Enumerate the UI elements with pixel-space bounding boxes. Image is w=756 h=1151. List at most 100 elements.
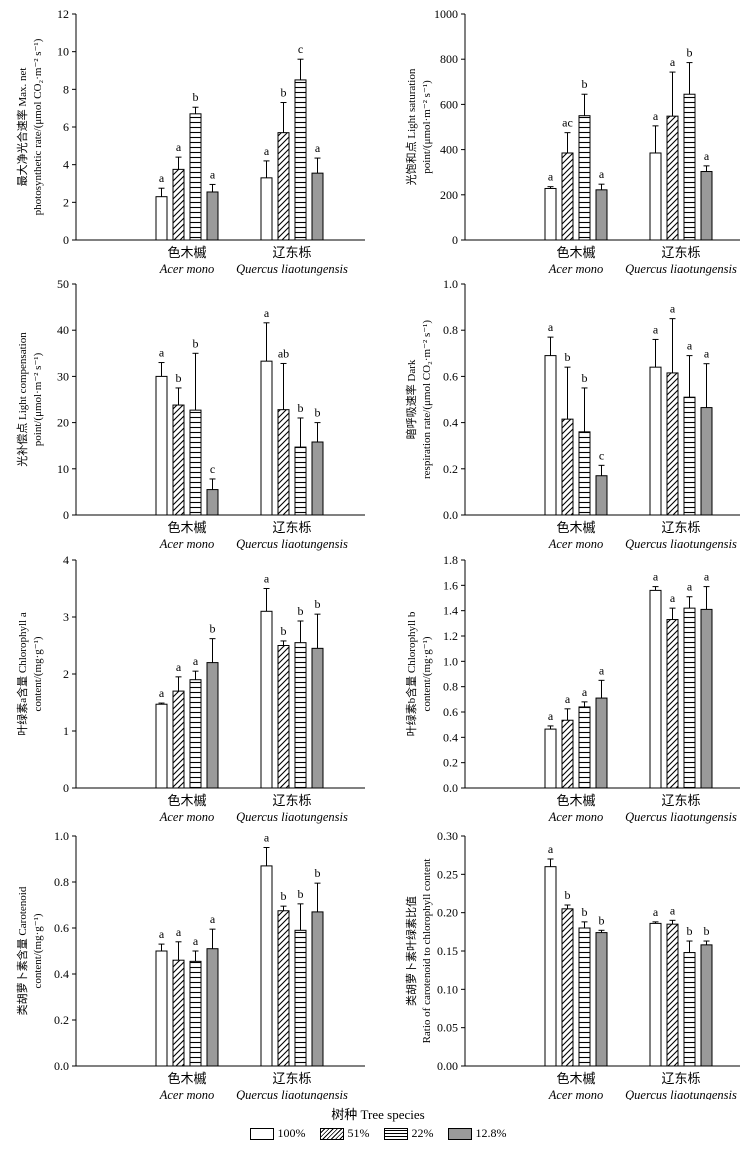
significance-letter: a bbox=[210, 167, 216, 181]
bar bbox=[189, 113, 202, 241]
significance-letter: b bbox=[315, 406, 321, 420]
bar bbox=[700, 407, 713, 516]
significance-letter: a bbox=[599, 663, 605, 677]
significance-letter: a bbox=[687, 339, 693, 353]
significance-letter: a bbox=[670, 55, 676, 69]
significance-letter: b bbox=[193, 90, 199, 104]
bar bbox=[544, 355, 557, 516]
significance-letter: a bbox=[548, 709, 554, 723]
bar bbox=[294, 642, 307, 789]
y-tick-label: 8 bbox=[63, 82, 69, 96]
chart-panel-5: 0 1 2 3 4 叶绿素a含量 Chlorophyll a content/(mg·g⁻¹… bbox=[15, 553, 365, 824]
y-tick-label: 0.8 bbox=[443, 323, 458, 337]
bar bbox=[155, 196, 168, 241]
bar bbox=[189, 960, 202, 1067]
legend-label-51: 51% bbox=[347, 1126, 370, 1140]
y-tick-label: 10 bbox=[57, 462, 69, 476]
legend-label-12-8: 12.8% bbox=[475, 1126, 507, 1140]
significance-letter: c bbox=[298, 42, 303, 56]
y-axis-label-line: respiration rate/(μmol CO₂·m⁻² s⁻¹) bbox=[421, 320, 433, 479]
category-label-cn: 色木槭 bbox=[167, 245, 206, 260]
legend-swatch-22 bbox=[383, 1127, 408, 1140]
bar bbox=[277, 645, 290, 789]
category-label-cn: 辽东栎 bbox=[272, 245, 311, 260]
bar bbox=[666, 372, 679, 516]
y-tick-label: 0.0 bbox=[54, 1059, 69, 1073]
chart-panel-8: 0.00 0.05 0.10 0.15 0.20 0.25 0.30 类胡萝卜素叶绿素比值 Ra… bbox=[404, 829, 740, 1100]
significance-letter: a bbox=[315, 141, 321, 155]
significance-letter: b bbox=[565, 888, 571, 902]
y-axis-label-line: 叶绿素b含量 Chlorophyll b bbox=[404, 611, 418, 736]
significance-letter: b bbox=[687, 924, 693, 938]
significance-letter: c bbox=[599, 448, 604, 462]
y-tick-label: 1000 bbox=[434, 7, 458, 21]
significance-letter: b bbox=[704, 924, 710, 938]
y-tick-label: 0.10 bbox=[437, 982, 458, 996]
significance-letter: a bbox=[159, 686, 165, 700]
category-label-latin: Acer mono bbox=[159, 810, 215, 824]
significance-letter: a bbox=[176, 925, 182, 939]
y-tick-label: 1.8 bbox=[443, 553, 458, 567]
significance-letter: a bbox=[670, 903, 676, 917]
y-tick-label: 0 bbox=[452, 233, 458, 247]
category-label-latin: Acer mono bbox=[548, 537, 604, 551]
y-tick-label: 0.8 bbox=[54, 875, 69, 889]
significance-letter: b bbox=[176, 371, 182, 385]
y-tick-label: 0 bbox=[63, 233, 69, 247]
bar bbox=[649, 366, 662, 516]
y-tick-label: 400 bbox=[440, 143, 458, 157]
significance-letter: b bbox=[599, 913, 605, 927]
bar bbox=[666, 619, 679, 789]
y-tick-label: 1.4 bbox=[443, 604, 458, 618]
bar bbox=[155, 703, 168, 789]
significance-letter: a bbox=[704, 570, 710, 584]
bar bbox=[544, 728, 557, 789]
y-axis-label-line: content/(mg·g⁻¹) bbox=[421, 636, 433, 711]
bar bbox=[294, 446, 307, 516]
bar bbox=[595, 475, 608, 516]
bar bbox=[311, 911, 324, 1067]
significance-letter: a bbox=[264, 831, 270, 845]
significance-letter: a bbox=[704, 149, 710, 163]
significance-letter: a bbox=[704, 347, 710, 361]
y-tick-label: 50 bbox=[57, 277, 69, 291]
bar bbox=[206, 662, 219, 789]
bar bbox=[311, 441, 324, 516]
significance-letter: a bbox=[582, 685, 588, 699]
significance-letter: a bbox=[565, 692, 571, 706]
category-label-latin: Quercus liaotungensis bbox=[625, 1088, 737, 1100]
significance-letter: a bbox=[264, 572, 270, 586]
category-label-cn: 辽东栎 bbox=[661, 793, 700, 808]
significance-letter: b bbox=[315, 866, 321, 880]
bar bbox=[683, 93, 696, 241]
bar bbox=[311, 647, 324, 789]
legend-swatch-51 bbox=[319, 1127, 344, 1140]
bar bbox=[544, 866, 557, 1067]
chart-panel-1: 0 2 4 6 8 10 12 最大净光合速率 Max. net photosynthetic … bbox=[15, 7, 365, 276]
category-label-latin: Acer mono bbox=[159, 537, 215, 551]
bar bbox=[189, 679, 202, 789]
category-label-cn: 色木槭 bbox=[556, 245, 595, 260]
legend-label-22: 22% bbox=[411, 1126, 434, 1140]
category-label-cn: 色木槭 bbox=[556, 520, 595, 535]
category-label-latin: Quercus liaotungensis bbox=[236, 810, 348, 824]
x-axis-title: 树种 Tree species bbox=[331, 1107, 425, 1122]
category-label-latin: Quercus liaotungensis bbox=[236, 537, 348, 551]
significance-letter: a bbox=[548, 842, 554, 856]
bar bbox=[277, 132, 290, 241]
y-tick-label: 0.6 bbox=[54, 921, 69, 935]
bar bbox=[578, 706, 591, 789]
bar bbox=[578, 431, 591, 516]
y-axis-label-line: point/(μmol·m⁻² s⁻¹) bbox=[32, 352, 44, 446]
y-tick-label: 1.2 bbox=[443, 629, 458, 643]
bar bbox=[260, 360, 273, 516]
significance-letter: a bbox=[159, 927, 165, 941]
y-tick-label: 0.20 bbox=[437, 906, 458, 920]
y-tick-label: 6 bbox=[63, 120, 69, 134]
bar bbox=[683, 396, 696, 516]
significance-letter: b bbox=[582, 905, 588, 919]
bar bbox=[561, 908, 574, 1067]
bar bbox=[666, 115, 679, 241]
significance-letter: a bbox=[176, 660, 182, 674]
